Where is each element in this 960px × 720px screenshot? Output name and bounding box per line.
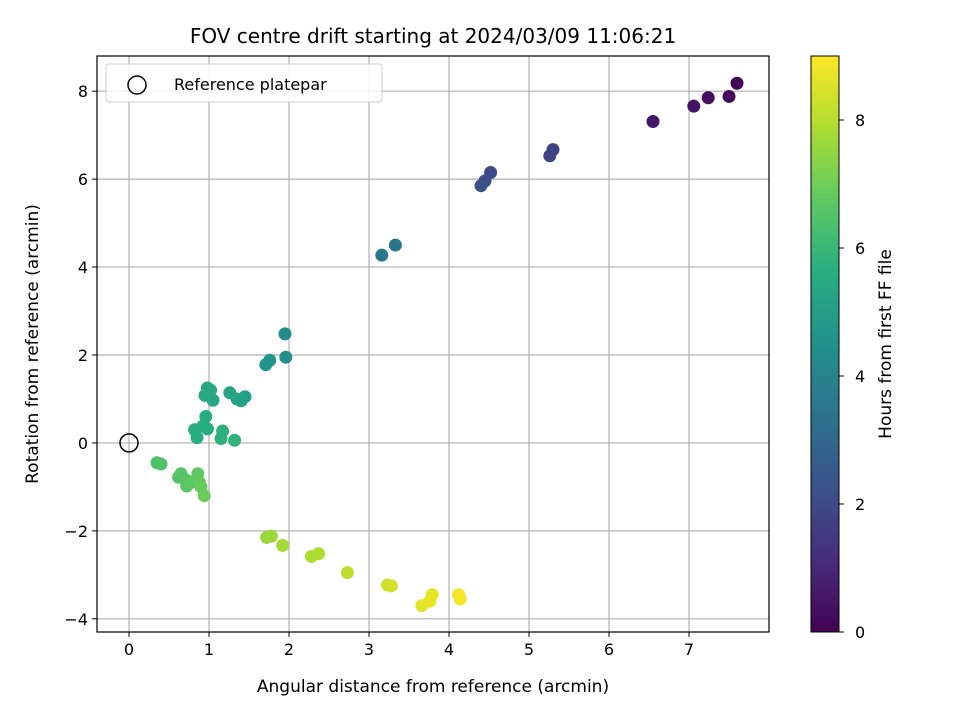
x-tick-label: 5: [524, 640, 534, 659]
scatter-point: [646, 115, 660, 129]
x-tick-label: 2: [284, 640, 294, 659]
scatter-point: [190, 431, 204, 445]
scatter-point: [214, 432, 228, 446]
scatter-point: [687, 99, 701, 113]
scatter-point: [312, 547, 326, 561]
scatter-point: [425, 588, 439, 602]
scatter-point: [198, 388, 212, 402]
plot-frame: [96, 55, 770, 633]
grid: [97, 56, 769, 632]
colorbar-gradient: [810, 55, 840, 633]
y-tick-label: 6: [78, 170, 88, 189]
colorbar-tick-label: 6: [855, 239, 865, 258]
y-tick-label: −2: [64, 522, 88, 541]
scatter-point: [474, 179, 488, 193]
colorbar-ticks: 0 2 4 6 8: [839, 111, 865, 642]
chart-title: FOV centre drift starting at 2024/03/09 …: [190, 24, 676, 48]
scatter-point: [722, 89, 736, 103]
y-tick-label: 8: [78, 82, 88, 101]
x-tick-label: 4: [444, 640, 454, 659]
colorbar-tick-label: 4: [855, 367, 865, 386]
scatter-point: [276, 538, 290, 552]
x-tick-label: 7: [684, 640, 694, 659]
legend-box: [105, 63, 383, 103]
scatter-point: [340, 566, 354, 580]
scatter-point: [375, 248, 389, 262]
x-tick-label: 6: [604, 640, 614, 659]
x-tick-label: 3: [364, 640, 374, 659]
colorbar-tick-label: 8: [855, 111, 865, 130]
y-tick-label: 4: [78, 258, 88, 277]
x-tick-label: 1: [204, 640, 214, 659]
legend-label: Reference platepar: [174, 75, 327, 94]
colorbar: 0 2 4 6 8 Hours from first FF file: [810, 55, 896, 642]
scatter-point: [279, 350, 293, 364]
y-tick-label: 0: [78, 434, 88, 453]
scatter-point: [701, 91, 715, 105]
axis-ticks: 0 1 2 3 4 5 6 7 −4 −2 0 2 4 6 8: [64, 82, 694, 659]
scatter-point: [543, 149, 557, 163]
y-tick-label: 2: [78, 346, 88, 365]
scatter-point: [453, 592, 467, 606]
x-tick-label: 0: [124, 640, 134, 659]
scatter-point: [197, 489, 211, 503]
scatter-point: [228, 433, 242, 447]
scatter-point: [154, 457, 168, 471]
reference-platepar-marker: [119, 433, 139, 453]
x-axis-label: Angular distance from reference (arcmin): [257, 677, 609, 697]
scatter-point: [388, 238, 402, 252]
legend: Reference platepar: [105, 63, 383, 103]
y-axis-label: Rotation from reference (arcmin): [23, 204, 43, 484]
scatter-point: [384, 579, 398, 593]
scatter-point: [730, 76, 744, 90]
y-tick-label: −4: [64, 610, 88, 629]
colorbar-tick-label: 2: [855, 495, 865, 514]
colorbar-tick-label: 0: [855, 623, 865, 642]
scatter-point: [259, 358, 273, 372]
legend-marker-icon: [127, 75, 147, 95]
colorbar-label: Hours from first FF file: [876, 249, 896, 439]
scatter-point: [223, 386, 237, 400]
scatter-point: [278, 327, 292, 341]
scatter-point: [264, 529, 278, 543]
scatter-points: [150, 76, 744, 613]
